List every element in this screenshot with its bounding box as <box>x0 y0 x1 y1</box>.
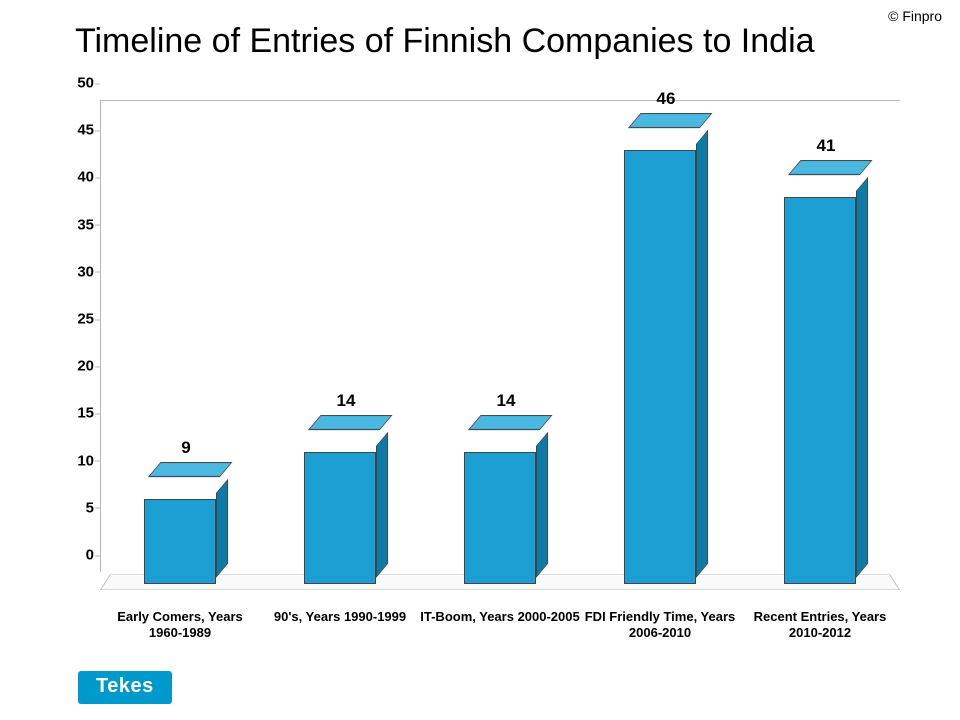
bar-top <box>148 462 233 477</box>
y-tick: 5 <box>62 499 94 516</box>
bar-front <box>144 499 216 584</box>
bars-container: 914144641 <box>100 100 900 572</box>
x-category-label: Early Comers, Years 1960-1989 <box>100 609 260 642</box>
bar-value-label: 41 <box>796 136 856 156</box>
y-tick: 45 <box>62 122 94 139</box>
y-tick: 35 <box>62 216 94 233</box>
bar-top <box>788 160 873 175</box>
bar-value-label: 14 <box>316 391 376 411</box>
y-tick: 0 <box>62 547 94 564</box>
copyright-text: © Finpro <box>888 8 942 24</box>
x-axis-labels: Early Comers, Years 1960-198990's, Years… <box>100 605 900 655</box>
y-tick: 30 <box>62 263 94 280</box>
bar: 14 <box>464 440 536 572</box>
bar: 14 <box>304 440 376 572</box>
bar-value-label: 46 <box>636 89 696 109</box>
bar-top <box>468 415 553 430</box>
bar-chart: 914144641 05101520253035404550 Early Com… <box>60 100 900 655</box>
plot-area: 914144641 05101520253035404550 <box>100 100 900 590</box>
bar-side <box>536 432 548 578</box>
bar: 9 <box>144 487 216 572</box>
bar-top <box>308 415 393 430</box>
bar: 46 <box>624 138 696 572</box>
bar-front <box>624 150 696 584</box>
y-tick: 15 <box>62 405 94 422</box>
bar: 41 <box>784 185 856 572</box>
x-category-label: Recent Entries, Years 2010-2012 <box>740 609 900 642</box>
bar-value-label: 14 <box>476 391 536 411</box>
x-category-label: IT-Boom, Years 2000-2005 <box>420 609 580 625</box>
chart-title: Timeline of Entries of Finnish Companies… <box>75 22 815 61</box>
y-tick: 20 <box>62 358 94 375</box>
y-tick: 40 <box>62 169 94 186</box>
x-category-label: FDI Friendly Time, Years 2006-2010 <box>580 609 740 642</box>
y-tick: 50 <box>62 75 94 92</box>
y-tick: 25 <box>62 311 94 328</box>
x-category-label: 90's, Years 1990-1999 <box>260 609 420 625</box>
bar-side <box>376 432 388 578</box>
bar-front <box>304 452 376 584</box>
bar-side <box>696 129 708 578</box>
bar-front <box>464 452 536 584</box>
tekes-logo: Tekes <box>78 671 172 704</box>
y-tick: 10 <box>62 452 94 469</box>
bar-top <box>628 113 713 128</box>
bar-side <box>216 479 228 578</box>
bar-side <box>856 177 868 578</box>
bar-value-label: 9 <box>156 438 216 458</box>
bar-front <box>784 197 856 584</box>
